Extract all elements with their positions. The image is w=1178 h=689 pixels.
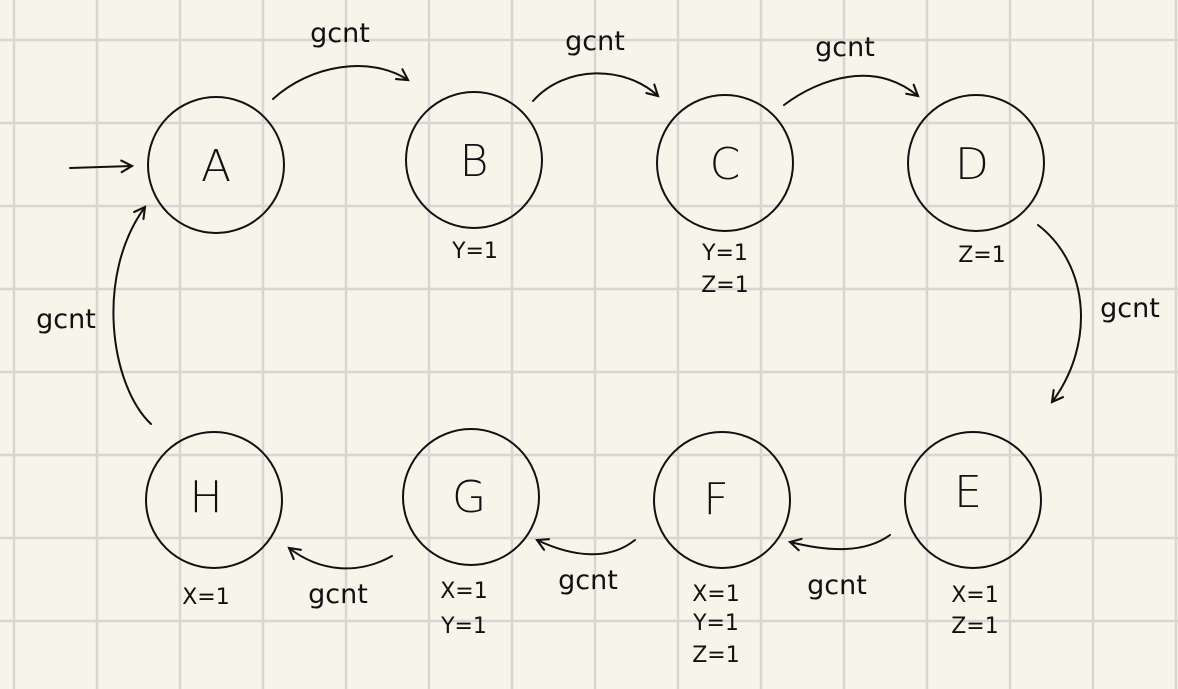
- state-g-output-2: Y=1: [440, 614, 487, 639]
- edge-label-f-g: gcnt: [558, 565, 618, 596]
- state-c-output-2: Z=1: [701, 273, 749, 298]
- state-e: E X=1 Z=1: [904, 431, 1042, 639]
- initial-arrow: [69, 159, 135, 174]
- edge-e-to-f: [787, 534, 891, 552]
- state-h-label: H: [189, 472, 222, 523]
- state-d-circle: [907, 94, 1045, 232]
- state-h-output-1: X=1: [182, 585, 230, 610]
- edge-a-to-b: [272, 65, 410, 100]
- state-f-output-2: Y=1: [692, 611, 739, 636]
- state-h: H X=1: [145, 431, 283, 610]
- state-b-label: B: [460, 136, 489, 187]
- state-g-circle: [402, 428, 540, 566]
- state-f: F X=1 Y=1 Z=1: [653, 431, 791, 668]
- state-b-output-1: Y=1: [451, 239, 498, 264]
- state-d-label: D: [955, 139, 989, 190]
- state-d-output-1: Z=1: [958, 243, 1006, 268]
- state-e-output-2: Z=1: [951, 614, 999, 639]
- edge-c-to-d: [783, 74, 920, 106]
- state-g: G X=1 Y=1: [402, 428, 540, 639]
- state-d: D Z=1: [907, 94, 1045, 268]
- state-c-circle: [656, 94, 794, 232]
- edge-label-e-f: gcnt: [807, 570, 867, 601]
- edge-label-h-a: gcnt: [36, 304, 96, 335]
- edge-label-d-e: gcnt: [1100, 293, 1160, 324]
- edge-b-to-c: [532, 72, 660, 102]
- state-a-circle: [147, 96, 285, 234]
- state-h-circle: [145, 431, 283, 569]
- state-g-label: G: [452, 472, 486, 523]
- edge-label-b-c: gcnt: [565, 26, 625, 57]
- edge-label-g-h: gcnt: [308, 579, 368, 610]
- state-a-label: A: [201, 141, 231, 192]
- state-c: C Y=1 Z=1: [656, 94, 794, 298]
- state-g-output-1: X=1: [440, 579, 488, 604]
- state-c-label: C: [710, 139, 741, 190]
- edge-d-to-e: [1037, 224, 1082, 404]
- state-f-output-1: X=1: [692, 582, 740, 607]
- state-a: A: [147, 96, 285, 234]
- state-f-output-3: Z=1: [692, 643, 740, 668]
- edge-g-to-h: [287, 546, 393, 570]
- state-e-label: E: [954, 467, 982, 518]
- state-e-output-1: X=1: [951, 583, 999, 608]
- state-f-circle: [653, 431, 791, 569]
- state-b-circle: [405, 91, 543, 229]
- state-b: B Y=1: [405, 91, 543, 264]
- edge-label-a-b: gcnt: [310, 18, 370, 49]
- edge-f-to-g: [535, 538, 636, 556]
- edge-h-to-a: [112, 205, 152, 425]
- edge-label-c-d: gcnt: [815, 32, 875, 63]
- state-c-output-1: Y=1: [701, 241, 748, 266]
- state-f-label: F: [703, 474, 728, 525]
- state-e-circle: [904, 431, 1042, 569]
